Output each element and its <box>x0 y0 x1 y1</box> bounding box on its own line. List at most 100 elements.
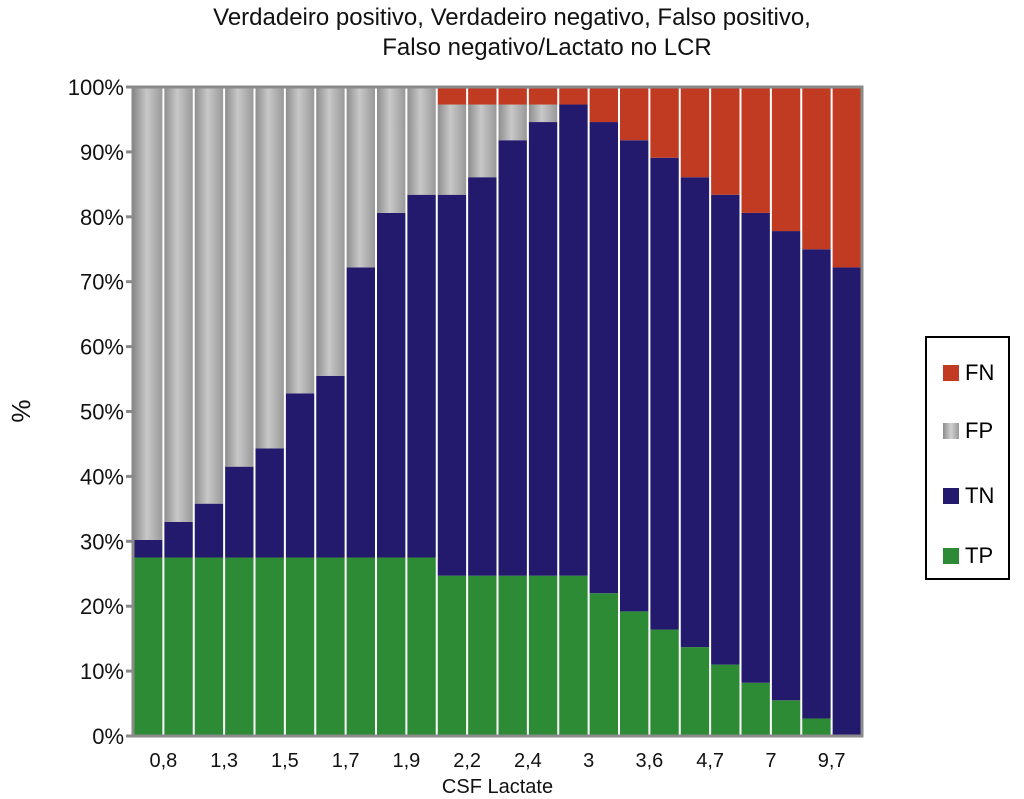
x-tick-label: 3 <box>583 750 594 772</box>
x-tick-label: 2,4 <box>514 750 542 772</box>
bar-fn <box>832 87 861 268</box>
bar-tn <box>164 521 193 558</box>
legend-item-tn: TN <box>943 483 994 509</box>
bar-tn <box>285 393 315 558</box>
bar-fp <box>255 87 284 449</box>
y-tick-label: 70% <box>80 270 124 295</box>
bar-fp <box>377 87 406 213</box>
bar-tp <box>650 629 679 736</box>
x-tick-label: 1,3 <box>210 750 238 772</box>
bar-tp <box>589 593 618 736</box>
bar-fp <box>437 104 467 195</box>
y-axis-label: % <box>6 399 36 422</box>
x-tick-label: 7 <box>765 750 776 772</box>
x-tick-label: 2,2 <box>453 750 481 772</box>
y-tick-label: 60% <box>80 335 124 360</box>
bar-fp <box>346 87 375 268</box>
bar-tn <box>134 540 163 558</box>
y-tick-label: 30% <box>80 529 124 554</box>
bar-tp <box>528 575 558 736</box>
x-tick-label: 9,7 <box>818 750 846 772</box>
legend-label: TP <box>965 543 994 568</box>
bar-fp <box>164 87 193 522</box>
bar-tp <box>680 647 710 736</box>
x-tick-label: 1,7 <box>332 750 360 772</box>
bar-tn <box>832 267 861 736</box>
legend-label: FN <box>965 360 995 385</box>
bar-tp <box>164 557 193 736</box>
bar-tp <box>559 575 588 736</box>
plot-background <box>133 87 862 736</box>
bar-fn <box>741 87 770 213</box>
bar-fn <box>620 87 649 141</box>
y-tick-label: 100% <box>68 75 124 100</box>
y-tick-label: 10% <box>80 659 124 684</box>
bar-tp <box>255 557 284 736</box>
bar-tn <box>528 122 558 576</box>
bar-tn <box>650 157 679 630</box>
x-axis-label: CSF Lactate <box>442 776 553 798</box>
bar-tp <box>437 575 467 736</box>
bar-fn <box>528 87 558 105</box>
x-tick-label: 0,8 <box>149 750 177 772</box>
bar-tn <box>589 122 618 594</box>
bar-fp <box>316 87 345 376</box>
legend-label: TN <box>965 483 995 508</box>
y-tick-label: 80% <box>80 205 124 230</box>
bar-tn <box>620 140 649 612</box>
bar-fp <box>285 87 315 394</box>
legend-item-fn: FN <box>943 360 994 386</box>
bar-tn <box>711 194 740 665</box>
bar-tp <box>771 700 801 736</box>
bar-tp <box>194 557 224 736</box>
bar-tp <box>285 557 315 736</box>
bar-fn <box>802 87 831 250</box>
bar-tp <box>498 575 527 736</box>
bar-tp <box>346 557 375 736</box>
bar-fp <box>225 87 254 467</box>
bar-fn <box>589 87 618 123</box>
legend-item-tp: TP <box>943 543 993 569</box>
bar-tn <box>680 177 710 648</box>
x-tick-label: 1,9 <box>392 750 420 772</box>
bar-fp <box>468 104 497 178</box>
legend-label: FP <box>965 418 994 443</box>
chart-title-line1: Verdadeiro positivo, Verdadeiro negativo… <box>213 4 811 31</box>
bar-tn <box>346 267 375 558</box>
bar-tn <box>225 466 254 558</box>
bar-fn <box>559 87 588 105</box>
bar-fn <box>650 87 679 158</box>
y-tick-label: 40% <box>80 464 124 489</box>
bar-fn <box>680 87 710 178</box>
y-tick-label: 0% <box>92 724 124 749</box>
bar-tp <box>407 557 436 736</box>
bar-fp <box>407 87 436 195</box>
y-tick-label: 90% <box>80 140 124 165</box>
bar-tp <box>134 557 163 736</box>
bar-fp <box>498 104 527 141</box>
bar-tn <box>255 448 284 558</box>
bar-tn <box>771 231 801 701</box>
x-tick-label: 1,5 <box>271 750 299 772</box>
bar-tn <box>377 212 406 558</box>
y-tick-label: 50% <box>80 400 124 425</box>
bar-tn <box>802 249 831 719</box>
bar-tp <box>468 575 497 736</box>
bar-tp <box>225 557 254 736</box>
bar-fn <box>711 87 740 195</box>
bar-tn <box>498 140 527 576</box>
x-tick-label: 3,6 <box>635 750 663 772</box>
bar-fn <box>437 87 467 105</box>
bar-tp <box>802 718 831 736</box>
bar-tp <box>316 557 345 736</box>
bar-tn <box>741 212 770 683</box>
legend: FN FP TN TP <box>925 336 1010 580</box>
bar-fp <box>194 87 224 504</box>
bar-tp <box>377 557 406 736</box>
bar-tn <box>194 503 224 558</box>
x-tick-label: 4,7 <box>696 750 724 772</box>
bar-fp <box>528 104 558 123</box>
bar-fn <box>498 87 527 105</box>
bar-tp <box>711 664 740 736</box>
